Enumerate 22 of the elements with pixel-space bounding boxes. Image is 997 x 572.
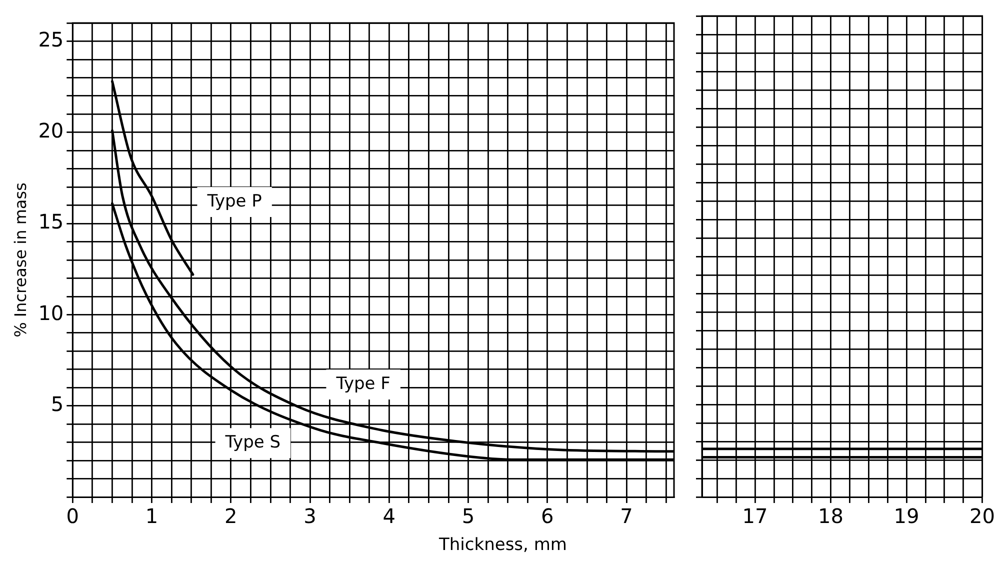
x-tick-label: 7	[620, 504, 633, 528]
x-tick-label: 4	[382, 504, 396, 528]
series-label: Type F	[335, 374, 390, 394]
x-tick-label: 0	[66, 504, 80, 528]
text: Type P	[206, 191, 262, 212]
y-tick-label: 15	[38, 210, 64, 234]
x-tick-label: 19	[894, 504, 920, 528]
x-tick-label: 5	[462, 504, 475, 528]
x-tick-label: 17	[742, 504, 768, 528]
x-tick-label: 20	[970, 504, 995, 528]
x-tick-label: 6	[541, 504, 554, 528]
y-axis-title: % Increase in mass	[10, 182, 30, 338]
x-tick-label: 1	[145, 504, 158, 528]
series-label: Type S	[224, 432, 281, 453]
y-tick-label: 5	[50, 392, 64, 416]
x-tick-label: 2	[224, 504, 238, 528]
y-tick-label: 25	[38, 27, 64, 52]
y-tick-label: 20	[38, 118, 64, 143]
x-axis-title: Thickness, mm	[438, 535, 568, 555]
x-tick-label: 3	[304, 504, 316, 528]
x-tick-label: 18	[818, 504, 844, 528]
y-tick-label: 10	[38, 300, 64, 325]
